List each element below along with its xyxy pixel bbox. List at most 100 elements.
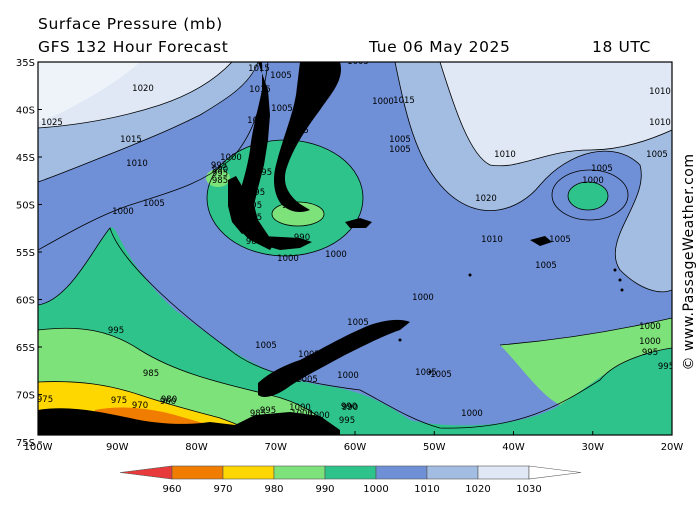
low-patagonia-core (272, 202, 324, 226)
lon-tick-label: 30W (581, 442, 604, 453)
label-1005-m: 1005 (255, 341, 277, 351)
land-chile (234, 62, 274, 250)
label-1000-i: 1000 (639, 337, 661, 347)
label-1005-d: 1005 (287, 126, 309, 136)
isobars (38, 62, 672, 435)
band-1025-west (38, 62, 140, 122)
colorbar-tick-label: 1000 (363, 484, 388, 495)
label-1015-a: 1015 (248, 64, 270, 74)
label-1015-c: 1015 (120, 135, 142, 145)
low-patagonia-west-core (206, 169, 230, 187)
land-falklands (345, 218, 372, 228)
lon-tick-label: 80W (185, 442, 208, 453)
chart-title: Surface Pressure (mb) (38, 15, 223, 33)
lon-tick-label: 20W (661, 442, 684, 453)
label-995-j: 995 (642, 348, 658, 358)
land-antarctic-peninsula (258, 319, 410, 397)
label-1005-j: 1005 (535, 261, 557, 271)
label-1000-j: 1000 (337, 371, 359, 381)
label-980-b: 980 (45, 422, 61, 432)
colorbar-segment (528, 465, 582, 480)
label-985-d: 985 (250, 409, 266, 419)
land-south-georgia (530, 236, 552, 246)
colorbar-tick-label: 980 (264, 484, 283, 495)
label-1010-c: 1010 (494, 150, 516, 160)
colorbar-tick-label: 1020 (465, 484, 490, 495)
lat-tick-label: 45S (16, 153, 35, 164)
label-1005-i: 1005 (549, 235, 571, 245)
label-1020-a: 1020 (132, 84, 154, 94)
label-990-c: 990 (294, 233, 310, 243)
label-1015-b: 1015 (249, 85, 271, 95)
pressure-colorbar: 960 970 980 990 1000 1010 1020 1030 (119, 465, 582, 495)
label-1005-o: 1005 (320, 351, 342, 361)
colorbar-segment (477, 465, 530, 480)
colorbar-segment (426, 465, 479, 480)
label-1005-k: 1005 (646, 150, 668, 160)
label-985-b: 985 (246, 237, 262, 247)
lon-tick-label: 50W (423, 442, 446, 453)
lat-tick-label: 50S (16, 201, 35, 212)
label-1005-f: 1005 (389, 145, 411, 155)
label-995-e: 995 (212, 169, 228, 179)
colorbar-segment (324, 465, 377, 480)
lon-tick-label: 60W (344, 442, 367, 453)
label-990-d: 990 (341, 402, 357, 412)
label-975-b: 975 (94, 425, 110, 435)
label-985-a: 985 (212, 176, 228, 186)
label-980-a: 980 (161, 395, 177, 405)
lat-tick-label: 60S (16, 296, 35, 307)
land-fjords (228, 176, 250, 234)
lat-tick-label: 75S (16, 438, 35, 449)
label-1010-f: 1010 (649, 118, 671, 128)
label-990-b: 990 (282, 201, 298, 211)
lat-tick-label: 40S (16, 106, 35, 117)
label-1005-l: 1005 (347, 318, 369, 328)
band-1020-east (440, 62, 672, 166)
label-1010-b: 1010 (126, 159, 148, 169)
label-970-a: 970 (132, 401, 148, 411)
lon-tick-label: 70W (264, 442, 287, 453)
lat-tick-label: 70S (16, 391, 35, 402)
label-1005-a: 1005 (270, 71, 292, 81)
label-1000-a: 1000 (372, 97, 394, 107)
lat-tick-label: 55S (16, 248, 35, 259)
land-argentina (274, 62, 341, 213)
label-1000-d: 1000 (277, 254, 299, 264)
label-995-c: 995 (246, 201, 262, 211)
lon-tick-label: 100W (24, 442, 53, 453)
land-antarctica (38, 408, 340, 435)
label-980-c: 980 (130, 430, 146, 440)
label-1005-r: 1005 (415, 368, 437, 378)
label-1000-h: 1000 (639, 322, 661, 332)
land (38, 62, 624, 435)
label-985-e: 985 (37, 413, 53, 423)
label-1000-f: 1000 (582, 176, 604, 186)
label-1000-g: 1000 (412, 293, 434, 303)
low-east-core (568, 182, 608, 210)
label-995-b: 995 (249, 188, 265, 198)
lon-tick-label: 90W (106, 442, 129, 453)
label-1000-b: 1000 (220, 153, 242, 163)
label-990-e: 990 (342, 403, 358, 413)
label-1005-q: 1005 (430, 370, 452, 380)
label-1005-b: 1005 (347, 57, 369, 67)
label-1000-c: 1000 (112, 207, 134, 217)
label-960-a: 960 (160, 397, 176, 407)
colorbar-tick-label: 1030 (516, 484, 541, 495)
label-990-a: 990 (212, 165, 228, 175)
label-995-i: 995 (108, 326, 124, 336)
label-995-d: 995 (211, 161, 227, 171)
colorbar-segment (119, 465, 173, 480)
label-1000-l: 1000 (308, 411, 330, 421)
label-975-a: 975 (111, 396, 127, 406)
band-990-east (500, 318, 672, 405)
label-985-c: 985 (143, 369, 159, 379)
colorbar-tick-label: 960 (162, 484, 181, 495)
label-1005-g: 1005 (143, 199, 165, 209)
label-995-k: 995 (658, 362, 674, 372)
label-1005-n: 1005 (298, 350, 320, 360)
